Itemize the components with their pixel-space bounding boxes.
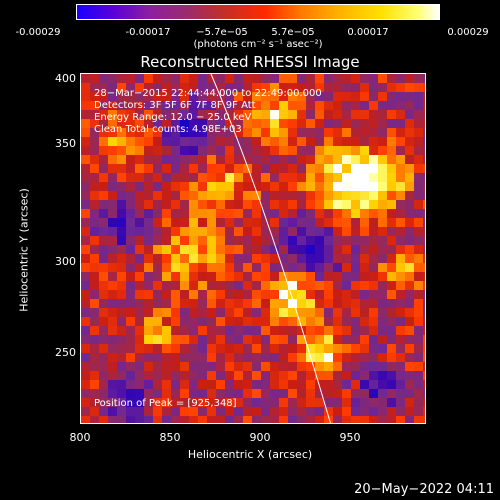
x-tick-label: 850 bbox=[159, 431, 181, 444]
colorbar-units: (photons cm⁻² s⁻¹ asec⁻²) bbox=[193, 39, 323, 50]
colorbar-tick: 5.7e−05 bbox=[271, 27, 315, 38]
info-time-range: 28−Mar−2015 22:44:44.000 to 22:49:00.000 bbox=[94, 88, 322, 99]
limb-curve bbox=[210, 74, 331, 423]
colorbar-tick: 0.00029 bbox=[447, 27, 489, 38]
y-axis-label: Heliocentric Y (arcsec) bbox=[17, 188, 31, 312]
x-tick-label: 900 bbox=[249, 431, 271, 444]
y-tick-label: 400 bbox=[55, 72, 76, 85]
plot-title: Reconstructed RHESSI Image bbox=[140, 53, 360, 71]
footer-date: 20−May−2022 04:11 bbox=[354, 482, 494, 497]
colorbar-tick: −5.7e−05 bbox=[196, 27, 248, 38]
info-detectors: Detectors: 3F 5F 6F 7F 8F 9F Att bbox=[94, 100, 256, 111]
x-tick-label: 950 bbox=[339, 431, 361, 444]
y-tick-label: 350 bbox=[55, 137, 76, 150]
colorbar-tick: -0.00029 bbox=[15, 27, 61, 38]
info-energy-range: Energy Range: 12.0 − 25.0 keV bbox=[94, 112, 252, 123]
y-tick-label: 250 bbox=[55, 346, 76, 359]
info-clean-counts: Clean Total counts: 4.98E+03 bbox=[94, 124, 242, 135]
y-tick-label: 300 bbox=[55, 255, 76, 268]
colorbar-tick: -0.00017 bbox=[125, 27, 171, 38]
colorbar-tick: 0.00017 bbox=[347, 27, 389, 38]
x-tick-label: 800 bbox=[69, 431, 91, 444]
colorbar bbox=[76, 4, 440, 20]
heatmap-image bbox=[81, 74, 425, 423]
x-axis-label: Heliocentric X (arcsec) bbox=[187, 448, 313, 461]
image-plot bbox=[80, 73, 426, 424]
peak-position: Position of Peak = [925,348] bbox=[94, 398, 237, 409]
